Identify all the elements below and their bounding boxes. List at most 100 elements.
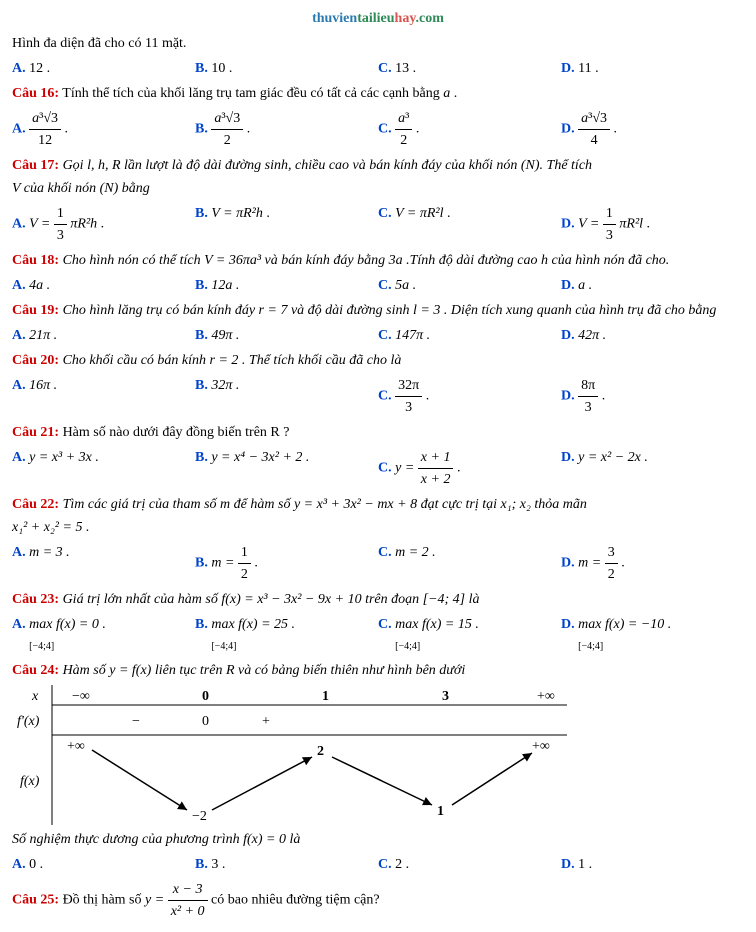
q23-c: max f(x) = 15 .[−4;4] bbox=[395, 614, 479, 656]
q20-text: Cho khối cầu có bán kính r = 2 . Thể tíc… bbox=[59, 353, 401, 368]
q25-prompt: Câu 25: Đồ thị hàm số y = x − 3x² + 0 có… bbox=[12, 879, 744, 922]
watermark: thuvientailieuhay.com bbox=[12, 8, 744, 29]
q22-b: m = bbox=[211, 556, 238, 571]
q24-text: Hàm số y = f(x) liên tục trên R và có bả… bbox=[59, 663, 465, 678]
q25-frac: x − 3x² + 0 bbox=[168, 879, 208, 922]
variation-table: x −∞ 0 1 3 +∞ f'(x) − 0 + f(x) +∞ −2 2 1… bbox=[12, 685, 572, 825]
q22-text: Tìm các giá trị của tham số m để hàm số … bbox=[59, 497, 587, 512]
q16-options: A. a³√312 . B. a³√32 . C. a³2 . D. a³√34… bbox=[12, 106, 744, 153]
q18-c: 5a . bbox=[395, 278, 416, 293]
diag-f: f(x) bbox=[20, 774, 40, 789]
q15-a: 12 . bbox=[29, 61, 50, 76]
opt-c-label: C. bbox=[378, 389, 395, 404]
opt-c-label: C. bbox=[378, 278, 395, 293]
q19-text: Cho hình lăng trụ có bán kính đáy r = 7 … bbox=[59, 303, 716, 318]
q17-options: A. V = 13 πR²h . B. V = πR²h . C. V = πR… bbox=[12, 201, 744, 248]
opt-b-label: B. bbox=[195, 857, 211, 872]
q15-options: A. 12 . B. 10 . C. 13 . D. 11 . bbox=[12, 56, 744, 81]
q19-label: Câu 19: bbox=[12, 303, 59, 318]
opt-a-label: A. bbox=[12, 217, 29, 232]
q23-text: Giá trị lớn nhất của hàm số f(x) = x³ − … bbox=[59, 592, 479, 607]
svg-text:0: 0 bbox=[202, 714, 209, 729]
opt-d-label: D. bbox=[561, 328, 578, 343]
opt-a-label: A. bbox=[12, 122, 29, 137]
intro-line: Hình đa diện đã cho có 11 mặt. bbox=[12, 33, 744, 54]
opt-b-label: B. bbox=[195, 450, 211, 465]
opt-d-label: D. bbox=[561, 857, 578, 872]
q15-d: 11 . bbox=[578, 61, 598, 76]
wm-part4: .com bbox=[416, 11, 444, 26]
q17-prompt2: V của khối nón (N) bằng bbox=[12, 178, 744, 199]
q16-b: a³√32 bbox=[211, 108, 243, 151]
q23-a: max f(x) = 0 .[−4;4] bbox=[29, 614, 106, 656]
q21-a: y = x³ + 3x . bbox=[29, 450, 99, 465]
q18-b: 12a . bbox=[211, 278, 239, 293]
q19-b: 49π . bbox=[211, 328, 239, 343]
q18-options: A. 4a . B. 12a . C. 5a . D. a . bbox=[12, 273, 744, 298]
opt-d-label: D. bbox=[561, 278, 578, 293]
opt-b-label: B. bbox=[195, 61, 211, 76]
q24-b: 3 . bbox=[211, 857, 225, 872]
opt-b-label: B. bbox=[195, 278, 211, 293]
q20-options: A. 16π . B. 32π . C. 32π3 . D. 8π3 . bbox=[12, 373, 744, 420]
q16-d: a³√34 bbox=[578, 108, 610, 151]
wm-part2: tailieu bbox=[357, 11, 394, 26]
q22-prompt2: x₁² + x₂² = 5 . bbox=[12, 517, 744, 538]
q18-text: Cho hình nón có thể tích V = 36πa³ và bá… bbox=[59, 253, 669, 268]
q24-post: Số nghiệm thực dương của phương trình f(… bbox=[12, 829, 744, 850]
opt-c-label: C. bbox=[378, 857, 395, 872]
opt-b-label: B. bbox=[195, 328, 211, 343]
q16-label: Câu 16: bbox=[12, 86, 59, 101]
svg-text:+∞: +∞ bbox=[537, 689, 555, 704]
opt-b-label: B. bbox=[195, 122, 211, 137]
q21-d: y = x² − 2x . bbox=[578, 450, 648, 465]
q15-b: 10 . bbox=[211, 61, 232, 76]
q23-prompt: Câu 23: Giá trị lớn nhất của hàm số f(x)… bbox=[12, 589, 744, 610]
q24-a: 0 . bbox=[29, 857, 43, 872]
opt-a-label: A. bbox=[12, 278, 29, 293]
opt-c-label: C. bbox=[378, 328, 395, 343]
q17-text: Gọi l, h, R lần lượt là độ dài đường sin… bbox=[59, 158, 592, 173]
opt-b-label: B. bbox=[195, 378, 211, 393]
q22-prompt: Câu 22: Tìm các giá trị của tham số m để… bbox=[12, 494, 744, 515]
q18-d: a . bbox=[578, 278, 592, 293]
q24-prompt: Câu 24: Hàm số y = f(x) liên tục trên R … bbox=[12, 660, 744, 681]
q19-options: A. 21π . B. 49π . C. 147π . D. 42π . bbox=[12, 323, 744, 348]
q25-label: Câu 25: bbox=[12, 893, 59, 908]
q18-a: 4a . bbox=[29, 278, 50, 293]
q24-c: 2 . bbox=[395, 857, 409, 872]
q20-label: Câu 20: bbox=[12, 353, 59, 368]
opt-a-label: A. bbox=[12, 61, 29, 76]
q22-d: m = bbox=[578, 556, 605, 571]
svg-text:0: 0 bbox=[202, 689, 209, 704]
svg-text:−2: −2 bbox=[192, 809, 207, 824]
opt-a-label: A. bbox=[12, 450, 29, 465]
q24-options: A. 0 . B. 3 . C. 2 . D. 1 . bbox=[12, 852, 744, 877]
svg-text:2: 2 bbox=[317, 744, 324, 759]
opt-d-label: D. bbox=[561, 122, 578, 137]
svg-text:+: + bbox=[262, 714, 270, 729]
q22-label: Câu 22: bbox=[12, 497, 59, 512]
svg-text:3: 3 bbox=[442, 689, 449, 704]
q17-label: Câu 17: bbox=[12, 158, 59, 173]
q16-a: a³√312 bbox=[29, 108, 61, 151]
q21-prompt: Câu 21: Hàm số nào dưới đây đồng biến tr… bbox=[12, 422, 744, 443]
opt-c-label: C. bbox=[378, 61, 395, 76]
q19-d: 42π . bbox=[578, 328, 606, 343]
opt-a-label: A. bbox=[12, 328, 29, 343]
q16-prompt: Câu 16: Tính thể tích của khối lăng trụ … bbox=[12, 83, 744, 104]
q25-text-a: Đồ thị hàm số bbox=[59, 893, 145, 908]
q19-prompt: Câu 19: Cho hình lăng trụ có bán kính đá… bbox=[12, 300, 744, 321]
opt-b-label: B. bbox=[195, 617, 211, 632]
q16-post: . bbox=[450, 86, 457, 101]
wm-part3: hay bbox=[395, 11, 416, 26]
q17-prompt: Câu 17: Gọi l, h, R lần lượt là độ dài đ… bbox=[12, 155, 744, 176]
q17-b: V = πR²h bbox=[211, 206, 263, 221]
q22-c: m = 2 . bbox=[395, 545, 436, 560]
q24-d: 1 . bbox=[578, 857, 592, 872]
svg-text:1: 1 bbox=[437, 804, 444, 819]
q23-options: A. max f(x) = 0 .[−4;4] B. max f(x) = 25… bbox=[12, 612, 744, 658]
q20-d: 8π3 bbox=[578, 375, 598, 418]
opt-a-label: A. bbox=[12, 617, 29, 632]
q20-a: 16π . bbox=[29, 378, 57, 393]
